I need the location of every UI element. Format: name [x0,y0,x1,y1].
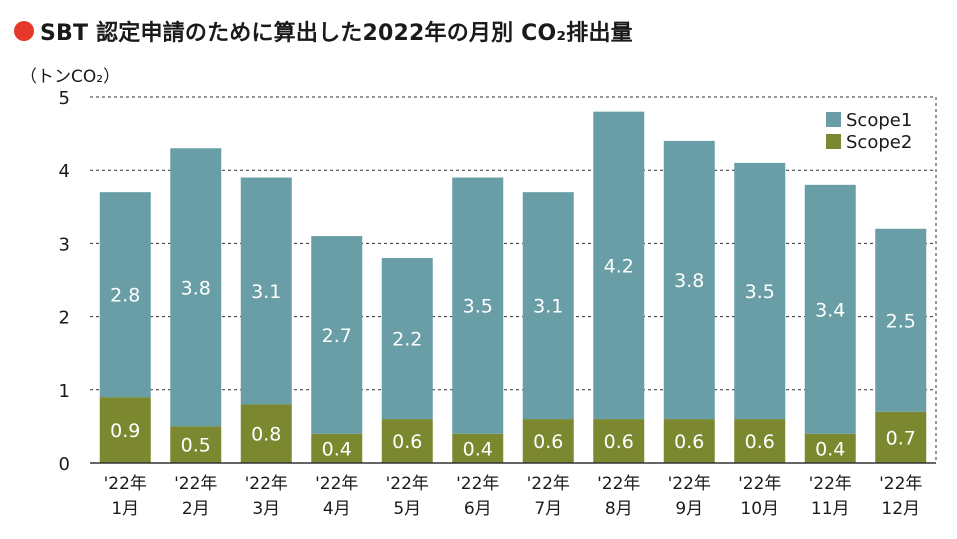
y-tick-label: 1 [59,381,70,402]
y-tick-label: 4 [59,161,70,182]
x-tick-label-month: 11月 [811,499,850,519]
data-label-scope2: 0.4 [463,438,493,460]
data-label-scope2: 0.6 [674,431,704,453]
bar-scope1 [804,184,856,434]
bar-scope1 [311,236,363,434]
data-label-scope2: 0.6 [745,431,775,453]
bar-scope1 [663,140,715,420]
x-tick-label-year: '22年 [386,474,429,494]
y-axis-unit-label: （トンCO₂） [20,67,121,87]
data-label-scope2: 0.4 [815,438,845,460]
bar-scope1 [99,192,151,398]
legend-label: Scope1 [846,110,912,131]
bar-scope2 [663,419,715,463]
bar-scope1 [875,228,927,412]
x-tick-label-month: 9月 [675,499,703,519]
data-label-scope2: 0.6 [392,431,422,453]
data-label-scope1: 3.8 [674,270,704,292]
bar-scope2 [99,397,151,463]
x-tick-label-year: '22年 [104,474,147,494]
x-tick-label-year: '22年 [315,474,358,494]
data-label-scope1: 4.2 [604,255,634,277]
data-label-scope1: 2.5 [886,310,916,332]
y-tick-label: 0 [59,454,70,475]
bar-scope1 [240,177,292,405]
bar-scope1 [593,111,645,420]
x-tick-label-month: 8月 [605,499,633,519]
legend-swatch [826,134,841,149]
x-tick-label-month: 4月 [323,499,351,519]
bar-scope1 [734,162,786,420]
y-tick-label: 3 [59,234,70,255]
data-label-scope2: 0.8 [251,424,281,446]
bar-scope1 [381,258,433,420]
x-tick-label-month: 3月 [252,499,280,519]
bar-scope2 [875,411,927,463]
x-tick-label-month: 5月 [393,499,421,519]
chart-title-row: SBT 認定申請のために算出した2022年の月別 CO₂排出量 [14,16,633,46]
bar-scope1 [170,148,222,427]
bar-scope2 [311,433,363,463]
data-label-scope1: 2.8 [110,285,140,307]
y-tick-label: 2 [59,308,70,329]
data-label-scope2: 0.6 [604,431,634,453]
data-label-scope1: 3.1 [251,281,281,303]
x-tick-label-month: 12月 [881,499,920,519]
bar-scope2 [593,419,645,463]
bar-scope2 [452,433,504,463]
x-tick-label-year: '22年 [456,474,499,494]
bar-scope2 [381,419,433,463]
data-label-scope2: 0.6 [533,431,563,453]
x-tick-label-year: '22年 [738,474,781,494]
data-label-scope1: 2.7 [322,325,352,347]
bar-scope2 [240,404,292,463]
y-tick-label: 5 [59,88,70,109]
data-label-scope1: 3.8 [181,277,211,299]
bar-scope2 [170,426,222,463]
data-label-scope1: 3.5 [463,296,493,318]
data-label-scope1: 3.5 [745,281,775,303]
bar-scope2 [804,433,856,463]
chart-title: SBT 認定申請のために算出した2022年の月別 CO₂排出量 [40,21,633,46]
x-tick-label-month: 6月 [464,499,492,519]
legend-label: Scope2 [846,132,912,153]
x-tick-label-month: 10月 [740,499,779,519]
data-label-scope1: 3.4 [815,299,845,321]
x-tick-label-month: 7月 [534,499,562,519]
x-tick-label-year: '22年 [597,474,640,494]
data-label-scope1: 3.1 [533,296,563,318]
bar-scope2 [734,419,786,463]
data-label-scope1: 2.2 [392,329,422,351]
bar-scope1 [452,177,504,434]
x-tick-label-month: 2月 [182,499,210,519]
x-tick-label-year: '22年 [879,474,922,494]
data-label-scope2: 0.5 [181,435,211,457]
data-label-scope2: 0.9 [110,420,140,442]
x-tick-label-year: '22年 [527,474,570,494]
x-tick-label-year: '22年 [174,474,217,494]
legend-swatch [826,112,841,127]
x-tick-label-year: '22年 [809,474,852,494]
x-tick-label-month: 1月 [111,499,139,519]
data-label-scope2: 0.7 [886,427,916,449]
data-label-scope2: 0.4 [322,438,352,460]
bar-scope1 [522,192,574,420]
bar-scope2 [522,419,574,463]
x-tick-label-year: '22年 [668,474,711,494]
title-bullet-icon [14,21,34,41]
x-tick-label-year: '22年 [245,474,288,494]
